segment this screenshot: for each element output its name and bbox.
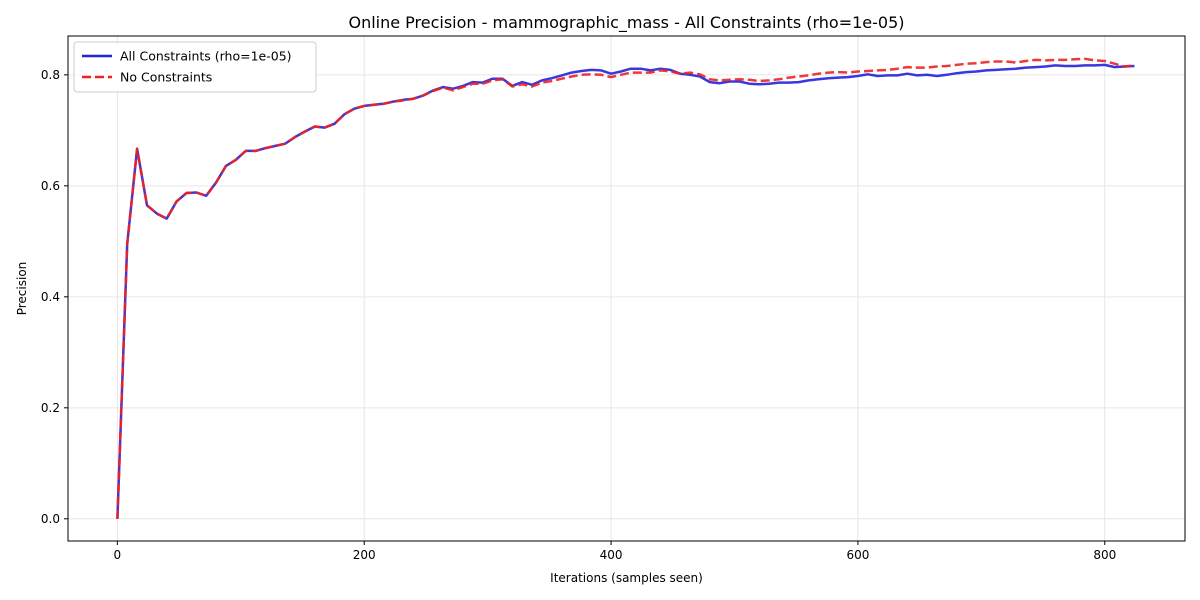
axis-ticks: 0 200 400 600 800 0.0 0.2 0.4 0.6 0.8 [41,68,1116,562]
x-tick-label: 0 [114,548,122,562]
x-tick-label: 800 [1093,548,1116,562]
y-tick-label: 0.2 [41,401,60,415]
y-tick-label: 0.4 [41,290,60,304]
x-tick-label: 400 [600,548,623,562]
x-axis-label: Iterations (samples seen) [550,571,703,585]
y-tick-label: 0.6 [41,179,60,193]
legend-box [73,41,317,93]
series-line-2 [116,57,1135,519]
y-tick-label: 0.0 [41,512,60,526]
y-tick-label: 0.8 [41,68,60,82]
legend: All Constraints (rho=1e-05) No Constraint… [73,41,317,93]
legend-label-2: No Constraints [120,70,212,85]
grid [68,36,1185,541]
legend-label-1: All Constraints (rho=1e-05) [120,49,292,64]
x-tick-label: 600 [846,548,869,562]
series-lines [116,57,1135,519]
series-line-1 [116,63,1135,519]
y-axis-label: Precision [15,262,29,316]
plot-frame [67,35,1186,542]
chart-title: Online Precision - mammographic_mass - A… [348,13,904,33]
x-tick-label: 200 [353,548,376,562]
